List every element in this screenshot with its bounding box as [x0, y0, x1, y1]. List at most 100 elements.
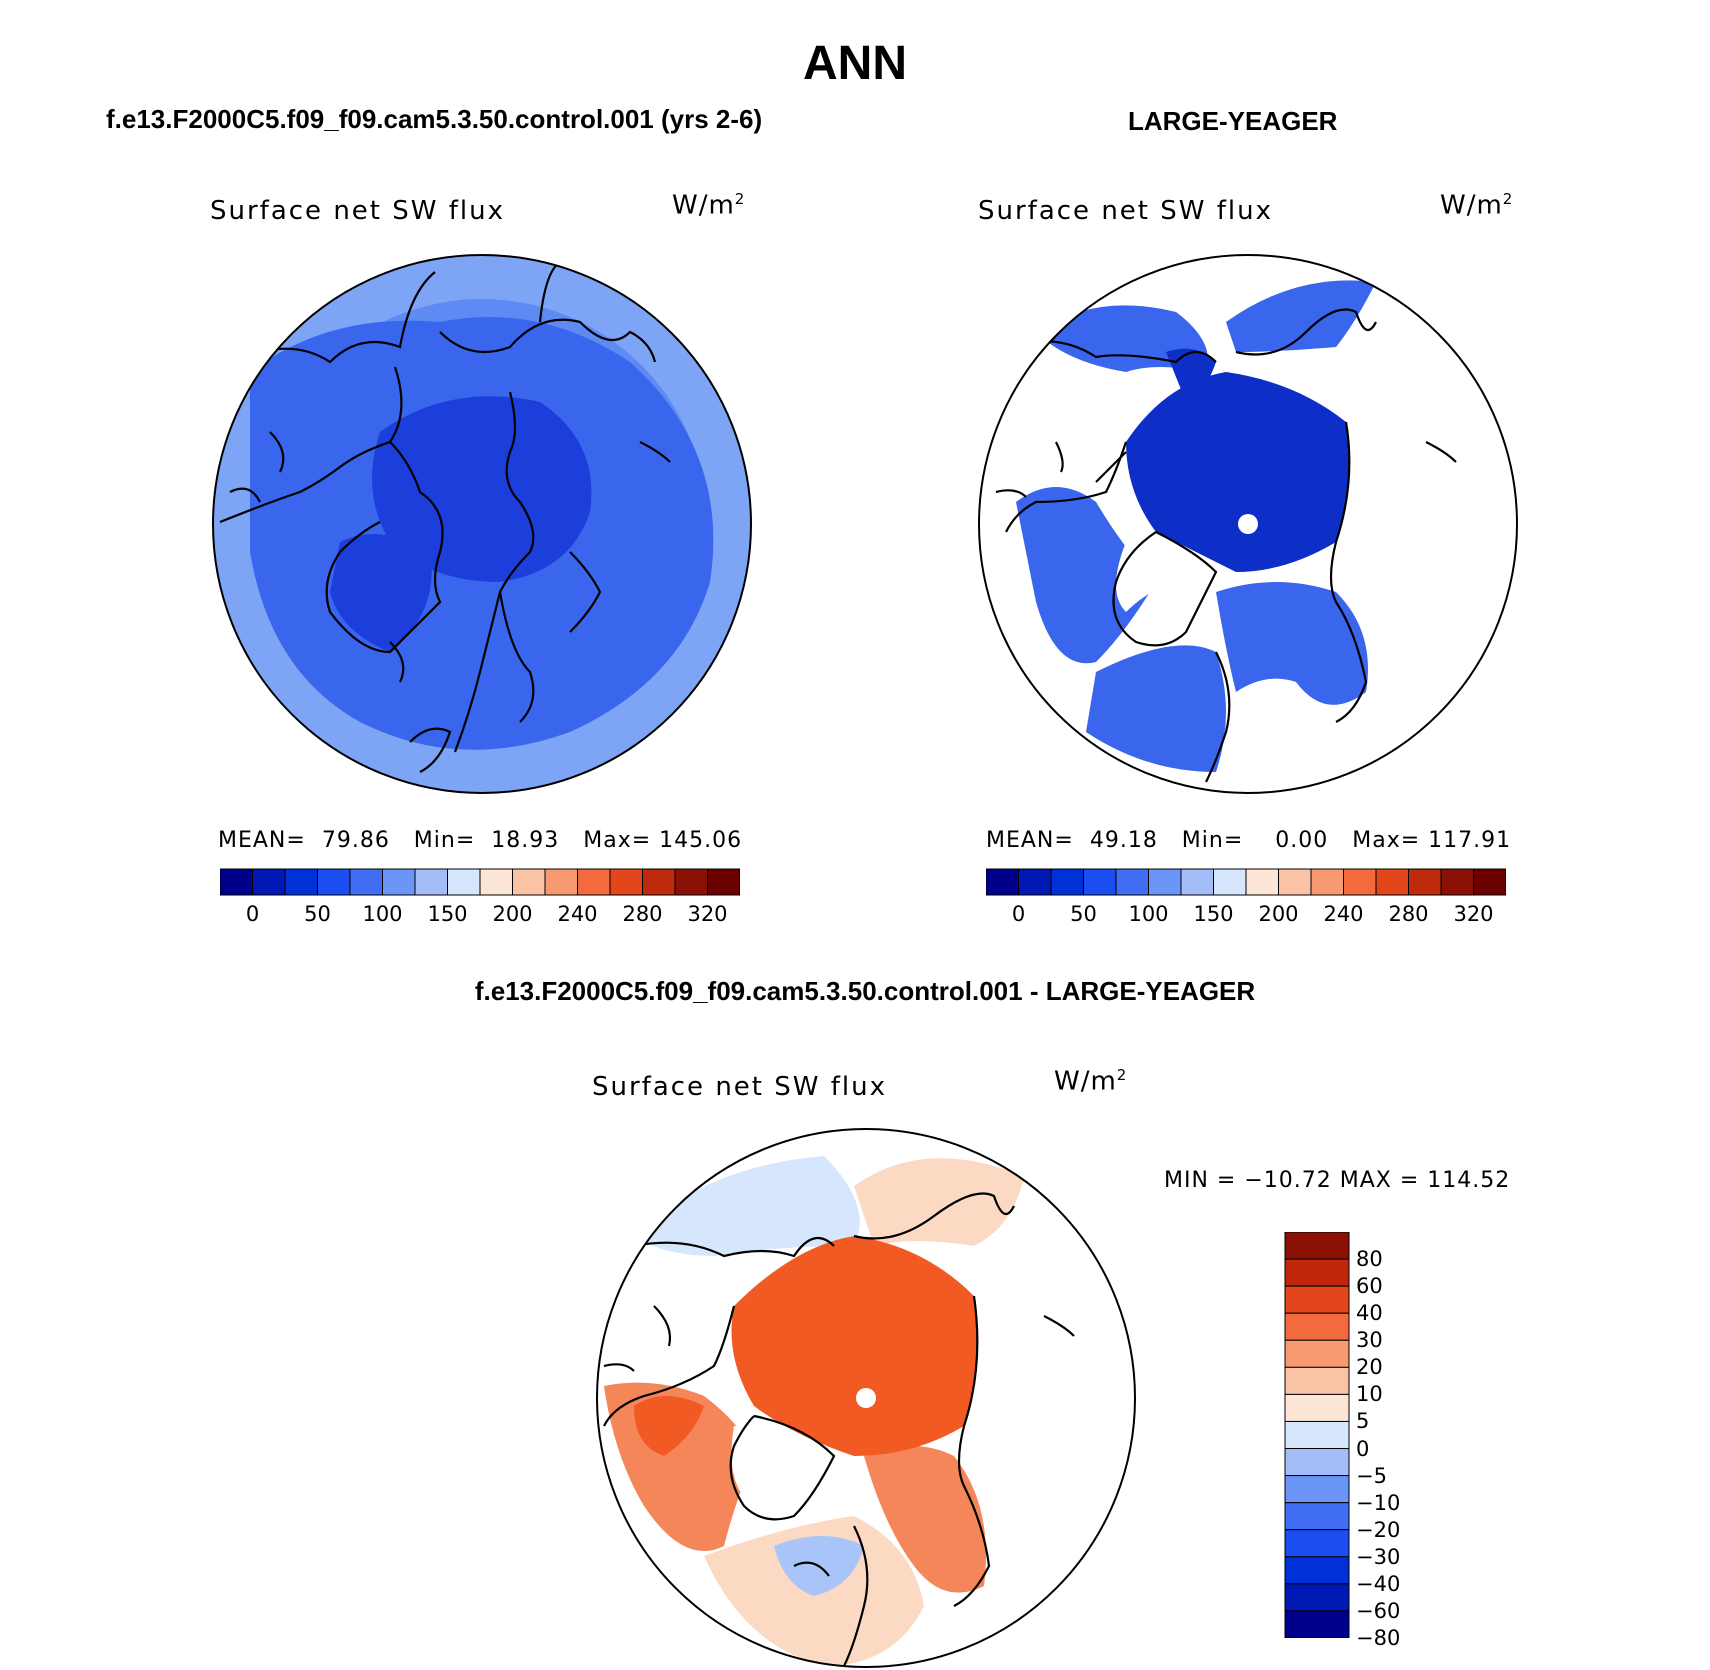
colorbar-tick-label: −20: [1356, 1517, 1401, 1542]
colorbar-swatch: [1284, 1583, 1350, 1612]
colorbar-tick-label: 0: [1011, 902, 1026, 926]
colorbar-swatch: [382, 868, 416, 896]
map-arctic-positive: [731, 1236, 978, 1456]
map-boundary: [978, 254, 1518, 794]
colorbar-tick-label: 320: [1453, 902, 1494, 926]
map-ocean-baffin: [1016, 487, 1156, 664]
colorbar-swatch: [1284, 1448, 1350, 1477]
colorbar-tick-label: 60: [1356, 1274, 1383, 1299]
map-nordic-ring: [864, 1446, 986, 1593]
model-units-label: W/m2: [672, 190, 746, 221]
map-ocean-nordic: [1216, 582, 1368, 705]
map-hudson-positive: [634, 1396, 704, 1456]
map-bering-strait: [1166, 348, 1216, 402]
map-ocean-pacific: [1036, 305, 1208, 372]
colorbar-swatch: [1284, 1285, 1350, 1314]
diff-colorbar: [1284, 1232, 1350, 1638]
colorbar-swatch: [1018, 868, 1052, 896]
colorbar-tick-label: 200: [1258, 902, 1299, 926]
obs-units-label: W/m2: [1440, 190, 1514, 221]
colorbar-tick-label: 280: [1388, 902, 1429, 926]
colorbar-swatch: [1284, 1529, 1350, 1558]
map-arctic-core: [372, 396, 592, 582]
diff-minmax: MIN = −10.72 MAX = 114.52: [1164, 1168, 1511, 1193]
colorbar-swatch: [317, 868, 351, 896]
colorbar-tick-label: 50: [304, 902, 331, 926]
pole-hole: [856, 1388, 876, 1408]
colorbar-swatch: [1083, 868, 1117, 896]
colorbar-swatch: [1343, 868, 1377, 896]
colorbar-swatch: [1284, 1393, 1350, 1422]
colorbar-tick-label: 40: [1356, 1301, 1383, 1326]
colorbar-tick-label: −80: [1356, 1626, 1401, 1650]
colorbar-tick-label: −5: [1356, 1463, 1387, 1488]
colorbar-swatch: [1148, 868, 1182, 896]
colorbar-swatch: [1284, 1339, 1350, 1368]
colorbar-swatch: [252, 868, 286, 896]
obs-stats: MEAN= 49.18 Min= 0.00 Max= 117.91: [986, 828, 1512, 853]
colorbar-swatch: [1213, 868, 1247, 896]
colorbar-tick-label: 80: [1356, 1247, 1383, 1272]
model-colorbar-ticks: 0 50 100 150 200 240 280 320: [220, 902, 740, 932]
colorbar-swatch: [986, 868, 1019, 896]
colorbar-swatch: [1284, 1420, 1350, 1450]
diff-colorbar-ticks: 80 60 40 30 20 10 5 0 −5 −10 −20 −30 −40 −60 −80: [1356, 1232, 1436, 1650]
colorbar-tick-label: 50: [1070, 902, 1097, 926]
model-variable-label: Surface net SW flux: [210, 196, 505, 226]
colorbar-swatch: [512, 868, 546, 896]
colorbar-swatch: [1050, 868, 1084, 896]
colorbar-swatch: [447, 868, 481, 896]
colorbar-tick-label: 240: [1323, 902, 1364, 926]
diff-variable-label: Surface net SW flux: [592, 1072, 887, 1102]
colorbar-swatch: [577, 868, 611, 896]
obs-colorbar-ticks: 0 50 100 150 200 240 280 320: [986, 902, 1506, 932]
colorbar-tick-label: 5: [1356, 1409, 1370, 1434]
colorbar-tick-label: 320: [687, 902, 728, 926]
colorbar-swatch: [1115, 868, 1149, 896]
colorbar-tick-label: 30: [1356, 1328, 1383, 1353]
diff-panel-heading: f.e13.F2000C5.f09_f09.cam5.3.50.control.…: [474, 976, 1256, 1006]
map-greenland: [1116, 542, 1206, 612]
model-panel-heading: f.e13.F2000C5.f09_f09.cam5.3.50.control.…: [106, 104, 763, 134]
colorbar-swatch: [544, 868, 578, 896]
colorbar-swatch: [1408, 868, 1442, 896]
colorbar-tick-label: −30: [1356, 1544, 1401, 1569]
colorbar-tick-label: 150: [1193, 902, 1234, 926]
colorbar-swatch: [1310, 868, 1344, 896]
colorbar-swatch: [414, 868, 448, 896]
colorbar-tick-label: −60: [1356, 1598, 1401, 1623]
colorbar-swatch: [674, 868, 708, 896]
map-arctic-ocean: [1126, 372, 1350, 572]
colorbar-swatch: [1284, 1312, 1350, 1341]
colorbar-tick-label: 0: [1356, 1436, 1370, 1461]
map-greenland: [731, 1426, 824, 1506]
coastlines: [995, 308, 1457, 783]
map-pacific-neg: [634, 1156, 860, 1256]
colorbar-tick-label: −40: [1356, 1571, 1401, 1596]
colorbar-swatch: [609, 868, 643, 896]
diff-polar-map: [596, 1128, 1136, 1668]
colorbar-swatch: [707, 868, 740, 896]
diff-units-label: W/m2: [1054, 1066, 1128, 1097]
colorbar-swatch: [1180, 868, 1214, 896]
model-polar-map: [212, 254, 752, 794]
colorbar-swatch: [1278, 868, 1312, 896]
colorbar-tick-label: 20: [1356, 1355, 1383, 1380]
colorbar-swatch: [479, 868, 513, 896]
pole-hole: [1238, 514, 1258, 534]
colorbar-swatch: [1375, 868, 1409, 896]
model-stats: MEAN= 79.86 Min= 18.93 Max= 145.06: [218, 828, 743, 853]
colorbar-swatch: [284, 868, 318, 896]
colorbar-swatch: [349, 868, 383, 896]
figure-title: ANN: [803, 37, 907, 90]
colorbar-swatch: [1284, 1366, 1350, 1395]
colorbar-swatch: [1284, 1232, 1350, 1260]
colorbar-tick-label: 10: [1356, 1382, 1383, 1407]
colorbar-swatch: [1284, 1475, 1350, 1504]
obs-panel-heading: LARGE-YEAGER: [1128, 106, 1338, 136]
colorbar-swatch: [220, 868, 253, 896]
colorbar-swatch: [1284, 1258, 1350, 1287]
obs-variable-label: Surface net SW flux: [978, 196, 1273, 226]
colorbar-swatch: [1440, 868, 1474, 896]
coastlines: [603, 1192, 1075, 1667]
